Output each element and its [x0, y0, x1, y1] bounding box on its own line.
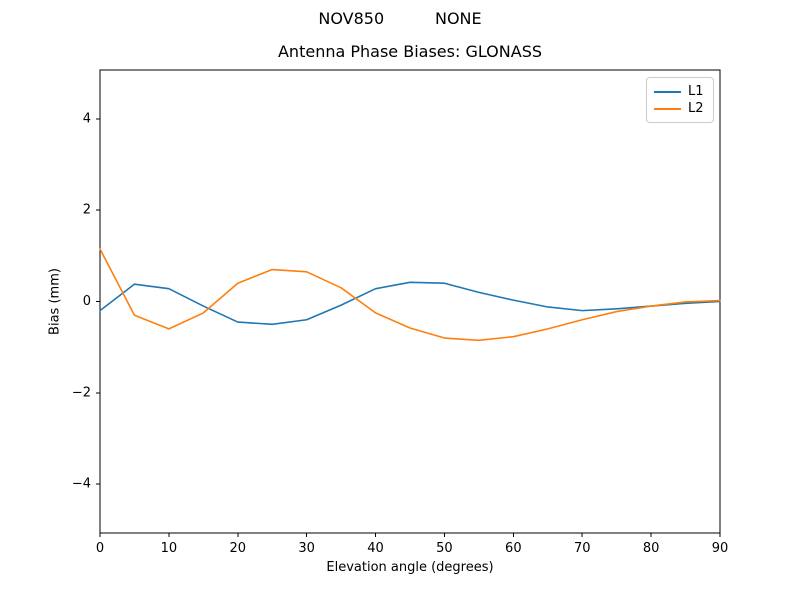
x-tick-label: 70 [574, 541, 591, 556]
l1-line-swatch [654, 90, 681, 93]
x-tick-label: 10 [161, 541, 178, 556]
x-tick-label: 50 [436, 541, 453, 556]
y-tick-label: 0 [83, 294, 91, 309]
l2-line-swatch [654, 107, 681, 110]
legend-label-l1: L1 [688, 84, 704, 99]
x-tick-label: 60 [505, 541, 522, 556]
x-axis-label: Elevation angle (degrees) [326, 560, 494, 575]
x-tick-label: 0 [96, 541, 104, 556]
legend-item-l1: L1 [654, 85, 706, 98]
x-tick-label: 20 [230, 541, 247, 556]
legend-label-l2: L2 [688, 101, 704, 116]
x-tick-label: 40 [367, 541, 384, 556]
legend-item-l2: L2 [654, 102, 706, 115]
figure-suptitle: NOV850 NONE [318, 9, 482, 28]
y-axis-label: Bias (mm) [47, 268, 63, 335]
x-tick-label: 90 [712, 541, 729, 556]
y-tick-label: 2 [83, 203, 91, 218]
axes-title: Antenna Phase Biases: GLONASS [277, 42, 542, 61]
y-tick-label: −2 [72, 385, 91, 400]
legend: L1 L2 [646, 77, 714, 123]
x-tick-label: 30 [298, 541, 315, 556]
series-line-l2 [99, 248, 721, 342]
x-tick-label: 80 [643, 541, 660, 556]
y-tick-label: 4 [83, 111, 91, 126]
series-line-l1 [99, 281, 721, 326]
y-tick-label: −4 [72, 477, 91, 492]
